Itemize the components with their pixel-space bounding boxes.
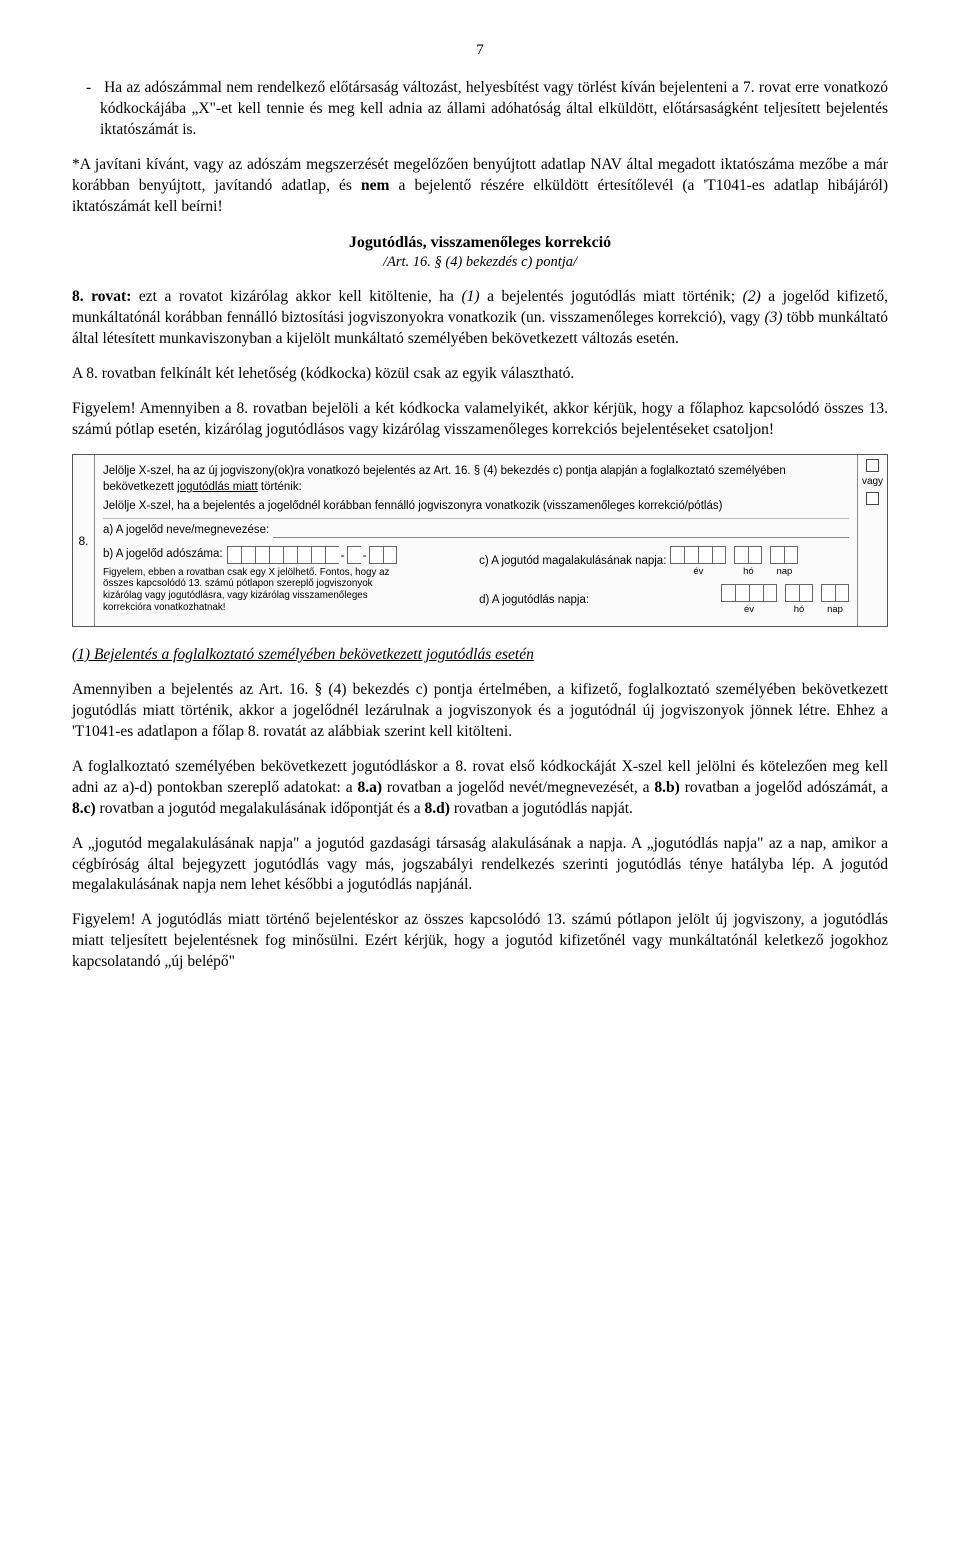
checkbox-2[interactable] <box>866 492 879 505</box>
label-ev: év <box>693 566 703 579</box>
para-4: Figyelem! A jogutódlás miatt történő bej… <box>72 910 888 973</box>
form-row-number: 8. <box>73 455 95 626</box>
subsection-title: (1) Bejelentés a foglalkoztató személyéb… <box>72 645 888 666</box>
form-a-label: a) A jogelőd neve/megnevezése: <box>103 523 269 539</box>
form-two-col: b) A jogelőd adószáma: -- Figyelem, ebbe… <box>103 543 849 621</box>
form-c-label: c) A jogutód magalakulásának napja: <box>479 554 666 570</box>
asterisk-nem: nem <box>361 177 389 194</box>
rovat8-i2: (2) <box>743 288 761 305</box>
form-note: Figyelem, ebben a rovatban csak egy X je… <box>103 567 413 614</box>
document-page: 7 - Ha az adószámmal nem rendelkező előt… <box>0 0 960 1003</box>
bullet-text: Ha az adószámmal nem rendelkező előtársa… <box>100 79 888 138</box>
checkbox-1[interactable] <box>866 459 879 472</box>
label-ev-2: év <box>744 604 754 617</box>
form-row-b: b) A jogelőd adószáma: -- <box>103 546 461 564</box>
label-nap-2: nap <box>827 604 843 617</box>
form-row-a: a) A jogelőd neve/megnevezése: <box>103 523 849 539</box>
label-ho: hó <box>743 566 754 579</box>
section-title: Jogutódlás, visszamenőleges korrekció <box>72 232 888 254</box>
form-line2-text: Jelölje X-szel, ha a bejelentés a jogelő… <box>103 499 722 515</box>
form-box-8: 8. Jelölje X-szel, ha az új jogviszony(o… <box>72 454 888 627</box>
p2e: rovatban a jogelőd adószámát, a <box>680 779 888 796</box>
asterisk-para: *A javítani kívánt, vagy az adószám megs… <box>72 155 888 218</box>
form-line1: Jelölje X-szel, ha az új jogviszony(ok)r… <box>103 464 849 495</box>
form-line1-c: történik: <box>258 481 302 493</box>
sub-title-text: (1) Bejelentés a foglalkoztató személyéb… <box>72 646 534 663</box>
page-number: 7 <box>72 40 888 60</box>
label-ho-2: hó <box>794 604 805 617</box>
rovat8-label: 8. rovat: <box>72 288 131 305</box>
form-line1-b: jogutódlás miatt <box>177 481 258 493</box>
form-row-d: d) A jogutódlás napja: év hó nap <box>479 584 849 617</box>
rovat8-i3: (3) <box>764 309 782 326</box>
p2f: 8.c) <box>72 800 96 817</box>
form-b-boxes[interactable]: -- <box>227 546 397 564</box>
form-line2: Jelölje X-szel, ha a bejelentés a jogelő… <box>103 499 849 515</box>
form-vagy: vagy <box>862 475 883 489</box>
para-1: Amennyiben a bejelentés az Art. 16. § (4… <box>72 680 888 743</box>
rovat8-t2: a bejelentés jogutódlás miatt történik; <box>480 288 743 305</box>
p2b: 8.a) <box>357 779 382 796</box>
p2h: 8.d) <box>425 800 450 817</box>
p2d: 8.b) <box>654 779 679 796</box>
bullet-dash: - <box>86 79 91 96</box>
bullet-para: - Ha az adószámmal nem rendelkező előtár… <box>72 78 888 141</box>
form-b-label: b) A jogelőd adószáma: <box>103 547 223 563</box>
form-divider <box>103 518 849 519</box>
section-sub: /Art. 16. § (4) bekezdés c) pontja/ <box>72 253 888 273</box>
form-a-input[interactable] <box>273 524 849 538</box>
p2i: rovatban a jogutódlás napját. <box>450 800 633 817</box>
label-nap: nap <box>776 566 792 579</box>
form-right-col: c) A jogutód magalakulásának napja: év h… <box>479 543 849 621</box>
form-d-label: d) A jogutódlás napja: <box>479 593 589 609</box>
p2c: rovatban a jogelőd nevét/megnevezését, a <box>382 779 654 796</box>
p2g: rovatban a jogutód megalakulásának időpo… <box>96 800 425 817</box>
form-line1-text: Jelölje X-szel, ha az új jogviszony(ok)r… <box>103 464 849 495</box>
form-content: Jelölje X-szel, ha az új jogviszony(ok)r… <box>95 455 857 626</box>
form-d-date[interactable]: év hó nap <box>721 584 849 617</box>
rovat8-t1: ezt a rovatot kizárólag akkor kell kitöl… <box>131 288 461 305</box>
para-2: A foglalkoztató személyében bekövetkezet… <box>72 757 888 820</box>
rovat8-para: 8. rovat: ezt a rovatot kizárólag akkor … <box>72 287 888 350</box>
eight-choice: A 8. rovatban felkínált két lehetőség (k… <box>72 364 888 385</box>
form-c-date[interactable]: év hó nap <box>670 546 798 579</box>
form-row-c: c) A jogutód magalakulásának napja: év h… <box>479 546 849 579</box>
form-right-checks: vagy <box>857 455 887 626</box>
rovat8-i1: (1) <box>461 288 479 305</box>
form-left-col: b) A jogelőd adószáma: -- Figyelem, ebbe… <box>103 543 461 614</box>
attention-para: Figyelem! Amennyiben a 8. rovatban bejel… <box>72 399 888 441</box>
para-3: A „jogutód megalakulásának napja" a jogu… <box>72 834 888 897</box>
